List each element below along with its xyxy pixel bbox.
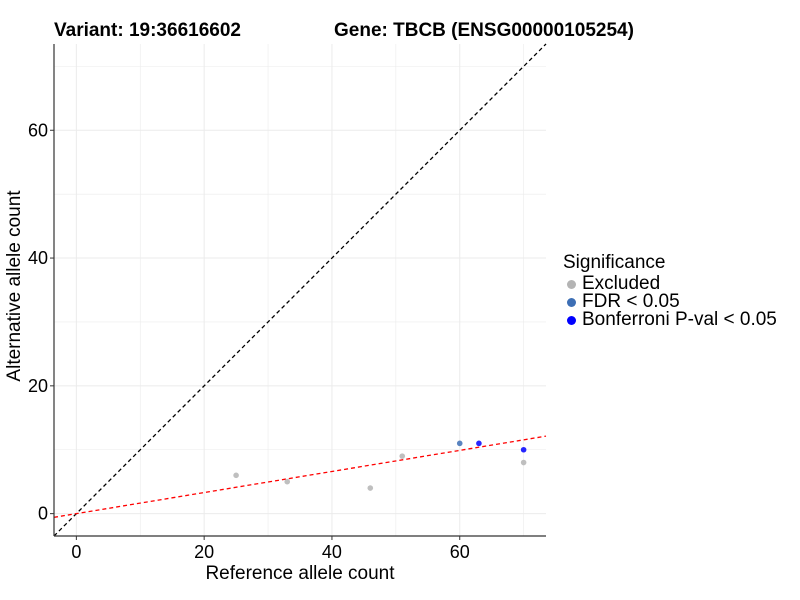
x-tick-label: 60 (450, 542, 470, 562)
legend-item-bonferroni: Bonferroni P-val < 0.05 (563, 309, 777, 330)
data-point (520, 459, 527, 466)
data-point (476, 440, 482, 447)
x-tick-label: 40 (322, 542, 342, 562)
legend-dot-icon (567, 315, 576, 325)
data-point (456, 440, 463, 447)
variant-title: Variant: 19:36616602 (54, 20, 241, 41)
grid (54, 44, 546, 536)
gene-title: Gene: TBCB (ENSG00000105254) (334, 20, 634, 41)
fit-line (53, 435, 547, 518)
y-tick-label: 60 (28, 120, 48, 140)
reference-lines (53, 43, 547, 537)
identity-line (53, 43, 547, 537)
axes (50, 44, 546, 540)
legend-label: FDR < 0.05 (582, 291, 680, 312)
legend-item-excluded: Excluded (563, 273, 777, 294)
legend-item-fdr: FDR < 0.05 (563, 291, 777, 312)
data-points (233, 440, 527, 491)
x-tick-label: 0 (71, 542, 81, 562)
legend-label: Excluded (582, 273, 661, 294)
y-tick-label: 20 (28, 376, 48, 396)
x-tick-label: 20 (194, 542, 214, 562)
data-point (284, 478, 291, 485)
tick-labels: 0 20 40 60 0 20 40 60 (28, 120, 470, 562)
data-point (367, 485, 374, 491)
data-point (399, 453, 406, 459)
legend: Significance Excluded FDR < 0.05 Bonferr… (563, 252, 777, 330)
x-axis-title: Reference allele count (205, 563, 395, 584)
y-tick-label: 40 (28, 248, 48, 268)
legend-label: Bonferroni P-val < 0.05 (582, 309, 777, 330)
legend-dot-icon (567, 297, 576, 307)
data-point (520, 446, 527, 453)
data-point (233, 472, 239, 479)
y-axis-title: Alternative allele count (4, 190, 25, 382)
y-tick-label: 0 (38, 504, 48, 524)
legend-title: Significance (563, 252, 666, 273)
legend-dot-icon (567, 279, 576, 289)
